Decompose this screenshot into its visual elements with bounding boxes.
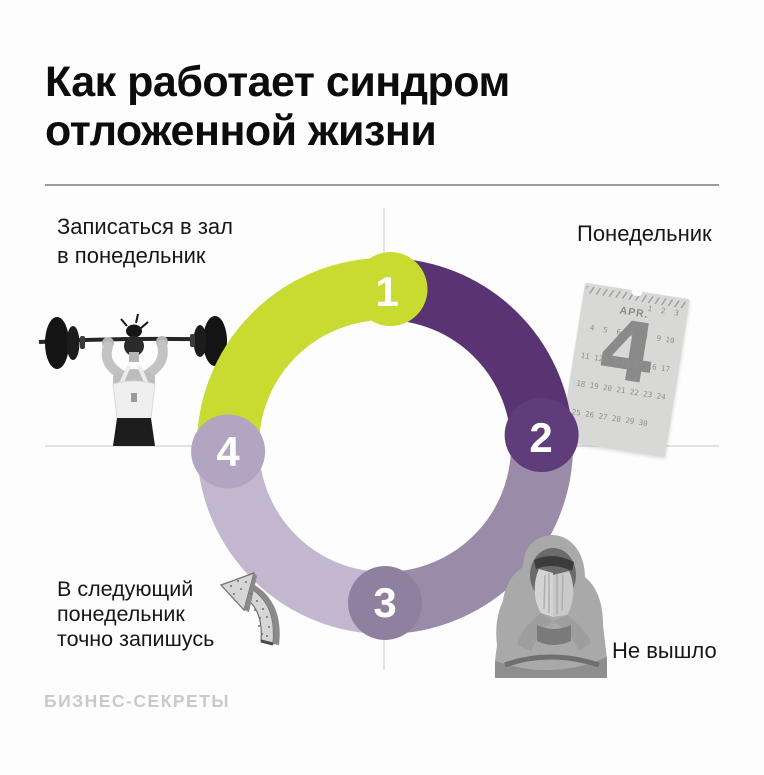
ring-cap-1 — [353, 252, 428, 327]
step-number-2: 2 — [529, 414, 552, 461]
weightlifter-photo — [38, 313, 228, 446]
hooded-man-figure — [495, 535, 607, 678]
step-4-label: В следующий понедельник точно запишусь — [57, 577, 215, 651]
ring-cap-4 — [191, 414, 266, 489]
brand-logo: БИЗНЕС-СЕКРЕТЫ — [44, 691, 231, 711]
ring-cap-2 — [504, 398, 579, 473]
ring-hole — [259, 320, 511, 572]
arrow-dots — [230, 580, 270, 637]
step-1-label: Записаться в зал в понедельник — [57, 214, 233, 268]
sad-man-photo — [495, 535, 607, 678]
loop-arrow-icon — [219, 572, 280, 646]
step-number-3: 3 — [373, 579, 396, 626]
ring-cap-3 — [348, 566, 422, 640]
title-divider — [45, 184, 719, 186]
step-number-1: 1 — [375, 268, 398, 315]
step-3-label: Не вышло — [612, 638, 717, 663]
step-number-4: 4 — [216, 428, 240, 475]
step-2-label: Понедельник — [577, 221, 712, 246]
athlete-figure — [101, 313, 168, 446]
page-title: Как работает синдром отложенной жизни — [45, 58, 510, 155]
